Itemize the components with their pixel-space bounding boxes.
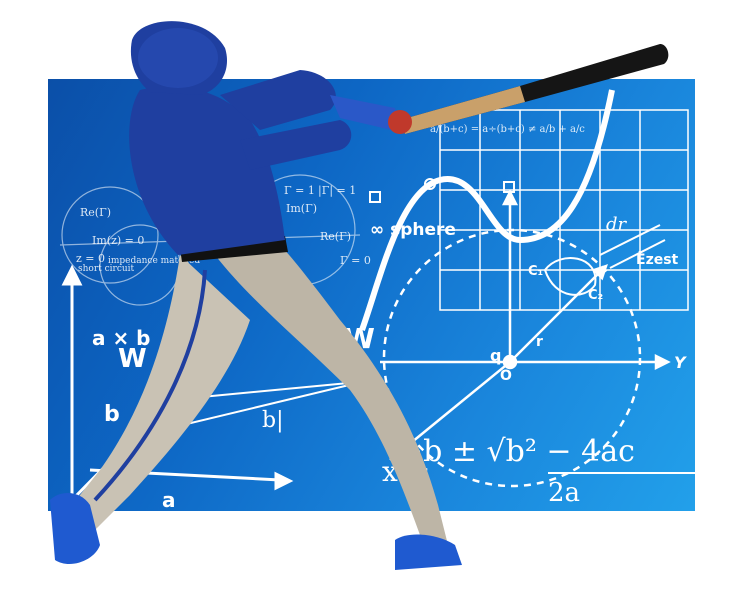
front-shoe (395, 534, 462, 570)
fraction-identity: a/(b+c) = a÷(b+c) ≠ a/b + a/c (430, 124, 585, 135)
a-cross-b: a × b (92, 326, 151, 350)
y-axis-label: Y (674, 353, 686, 372)
c1-label: C₁ (528, 264, 544, 279)
smith-label-2: Im(z) = 0 (92, 234, 145, 247)
quadratic-numerator: −b ± √b² − 4ac (398, 434, 635, 469)
w-left: W (118, 344, 147, 374)
smith-label-8: short circuit (78, 264, 135, 274)
smith-label-5: |Γ| = 1 (318, 184, 357, 197)
grid (439, 109, 689, 311)
c2-label: C₂ (588, 288, 604, 303)
baseball-bat (400, 44, 669, 134)
origin-label: O (500, 368, 512, 384)
dr-label: dr (606, 214, 627, 235)
smith-label-4: Re(Γ) (320, 230, 352, 243)
smith-label-10: Γ = 0 (340, 254, 371, 267)
smith-label-1: Re(Γ) (80, 206, 112, 219)
function-curve (359, 89, 615, 332)
q-label: q (490, 346, 502, 365)
front-arm (240, 120, 352, 170)
front-leg (215, 245, 448, 545)
smith-label-6: Γ = 1 (284, 184, 315, 197)
back-leg (60, 255, 250, 535)
smith-label-3: Im(Γ) (286, 202, 317, 215)
fraction-bar (548, 472, 698, 474)
b-label: b (104, 402, 120, 427)
infinity-sphere-label: ∞ sphere (370, 220, 456, 240)
a-label: a (162, 488, 176, 512)
back-arm (220, 70, 336, 130)
quadratic-denominator: 2a (548, 478, 581, 508)
ezest-label: Ēzest (636, 252, 679, 268)
batting-gloves (388, 110, 412, 134)
back-shoe (50, 493, 100, 565)
jersey (129, 86, 285, 255)
r-vector-label: r (536, 334, 543, 350)
dashed-circle (382, 228, 642, 488)
smith-label-7: z = 0 (76, 252, 106, 265)
smith-label-9: impedance matched (108, 256, 201, 266)
bar-b-label: b| (262, 408, 284, 433)
